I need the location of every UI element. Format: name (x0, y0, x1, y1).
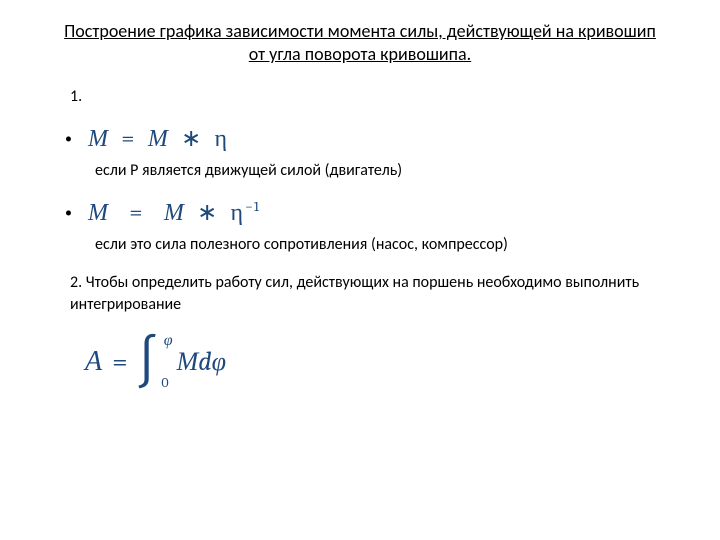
description-2: если это сила полезного сопротивления (н… (95, 235, 665, 254)
integral-formula: А = φ ∫ 0 Мdφ (85, 335, 665, 389)
multiply-sign: ∗ (197, 198, 218, 226)
var-eta: η (231, 198, 245, 226)
list-number-1: 1. (70, 87, 665, 106)
multiply-sign: ∗ (181, 124, 202, 152)
var-A: А (85, 345, 102, 378)
description-1: если P является движущей силой (двигател… (95, 161, 665, 180)
bullet-icon: • (65, 130, 72, 147)
equals-sign: = (129, 198, 143, 226)
integral-sign: ∫ (136, 330, 159, 393)
integral-lower-bound: 0 (161, 374, 168, 391)
formula-row-2: • М = М ∗ η−1 (65, 198, 665, 227)
list-item-2: 2. Чтобы определить работу сил, действую… (70, 272, 665, 317)
integral-sign-wrap: φ ∫ 0 (136, 335, 159, 389)
var-M: М (164, 198, 185, 226)
exponent: −1 (245, 198, 260, 215)
formula-2: М = М ∗ η−1 (88, 198, 260, 227)
slide-content: Построение графика зависимости момента с… (0, 0, 720, 409)
integral-upper-bound: φ (164, 331, 173, 350)
var-M: М (148, 124, 169, 152)
var-M: М (88, 198, 109, 226)
equals-sign: = (121, 124, 135, 152)
formula-1: М = М ∗ η (88, 124, 228, 153)
var-eta: η (215, 124, 229, 152)
var-M: М (88, 124, 109, 152)
integral-body: Мdφ (177, 347, 226, 377)
bullet-icon: • (65, 204, 72, 221)
formula-row-1: • М = М ∗ η (65, 124, 665, 153)
slide-title: Построение графика зависимости момента с… (55, 20, 665, 67)
equals-sign: = (112, 346, 128, 378)
